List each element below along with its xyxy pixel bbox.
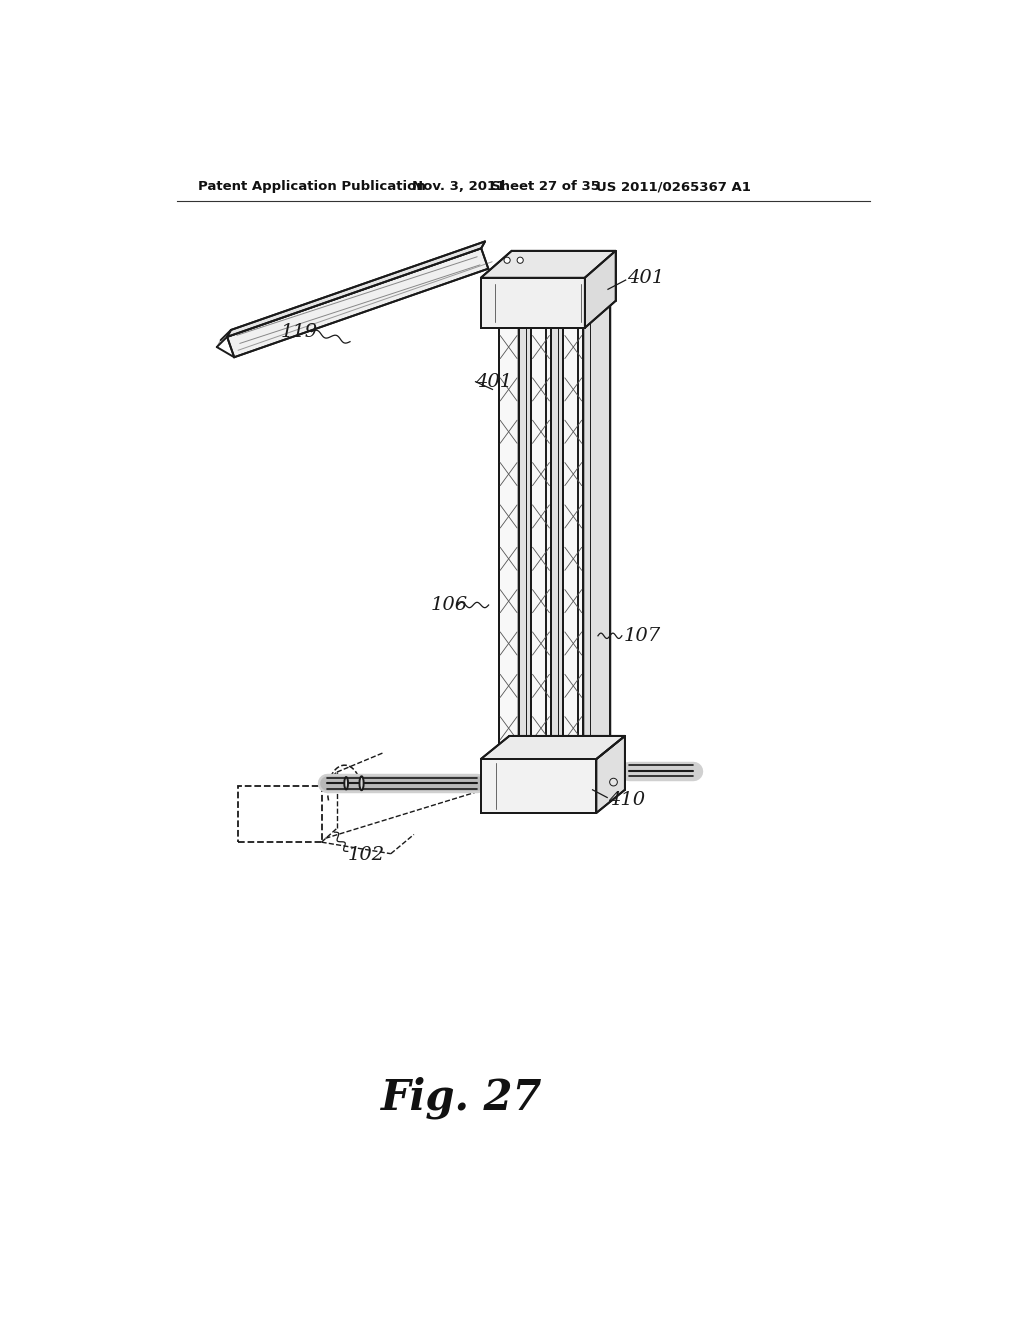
Polygon shape xyxy=(499,301,546,323)
Text: 107: 107 xyxy=(624,627,660,644)
Ellipse shape xyxy=(359,776,364,791)
Circle shape xyxy=(504,257,510,263)
Text: Fig. 27: Fig. 27 xyxy=(381,1077,543,1119)
Polygon shape xyxy=(227,242,485,337)
Polygon shape xyxy=(596,737,625,813)
Polygon shape xyxy=(531,301,578,323)
Polygon shape xyxy=(499,323,518,763)
Text: 106: 106 xyxy=(431,597,468,614)
Text: 119: 119 xyxy=(281,322,317,341)
Polygon shape xyxy=(518,301,546,763)
Text: US 2011/0265367 A1: US 2011/0265367 A1 xyxy=(596,181,752,194)
Polygon shape xyxy=(563,323,584,763)
Circle shape xyxy=(609,779,617,785)
Text: Sheet 27 of 35: Sheet 27 of 35 xyxy=(490,181,600,194)
Text: 410: 410 xyxy=(608,791,645,809)
Polygon shape xyxy=(563,301,610,323)
Text: 102: 102 xyxy=(348,846,385,865)
Polygon shape xyxy=(585,251,615,327)
Ellipse shape xyxy=(344,777,348,789)
Text: Patent Application Publication: Patent Application Publication xyxy=(199,181,426,194)
Polygon shape xyxy=(227,248,488,358)
Polygon shape xyxy=(481,277,585,327)
Polygon shape xyxy=(584,301,610,763)
Polygon shape xyxy=(481,759,596,813)
Polygon shape xyxy=(551,301,578,763)
Polygon shape xyxy=(531,323,551,763)
Text: 401: 401 xyxy=(628,269,665,286)
Circle shape xyxy=(517,257,523,263)
Text: Nov. 3, 2011: Nov. 3, 2011 xyxy=(412,181,505,194)
Polygon shape xyxy=(481,251,615,277)
Polygon shape xyxy=(481,737,625,759)
Text: 401: 401 xyxy=(475,372,513,391)
